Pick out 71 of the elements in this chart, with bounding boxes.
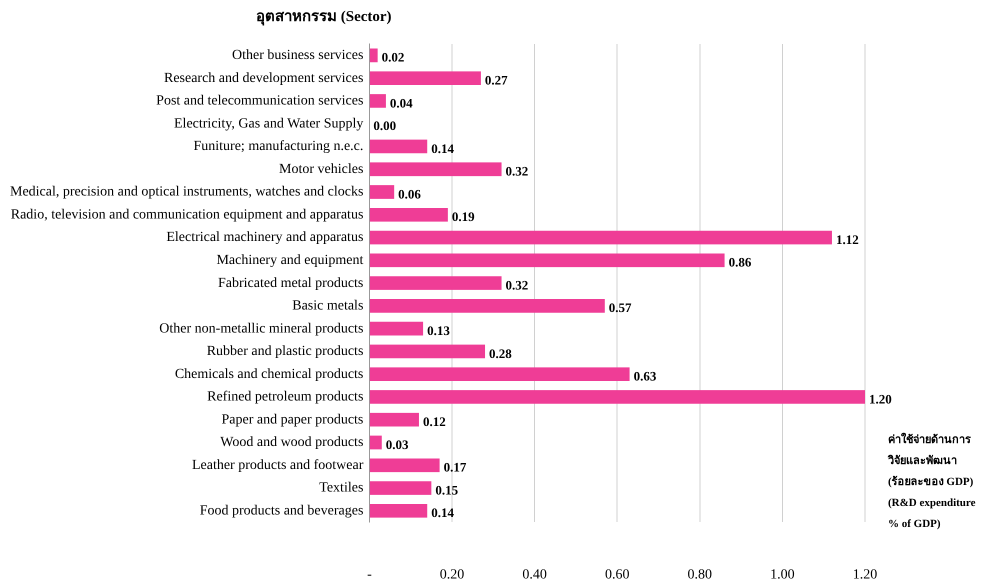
bar — [370, 276, 502, 290]
x-tick-label: 0.40 — [522, 567, 547, 582]
bar — [370, 162, 502, 176]
x-tick-label: 1.00 — [770, 567, 795, 582]
y-tick-label: Electrical machinery and apparatus — [166, 230, 364, 246]
y-tick-label: Rubber and plastic products — [206, 344, 364, 360]
y-tick-label: Funiture; manufacturing n.e.c. — [193, 139, 364, 154]
y-tick-label: Textiles — [319, 480, 364, 496]
bar — [370, 71, 481, 85]
bar — [370, 253, 725, 268]
y-tick-label: Machinery and equipment — [216, 253, 364, 268]
y-tick-label: Refined petroleum products — [207, 390, 364, 405]
x-tick-label: 0.20 — [440, 567, 464, 582]
bar — [370, 458, 440, 472]
x-tick-label: 1.20 — [852, 567, 878, 582]
data-label: 0.14 — [431, 505, 454, 520]
data-label: 0.19 — [452, 209, 476, 224]
data-label: 0.03 — [386, 436, 410, 452]
y-tick-label: Other business services — [232, 48, 364, 64]
y-tick-label: Leather products and footwear — [192, 458, 364, 473]
data-label: 0.00 — [373, 118, 396, 134]
x-tick-label: 0.60 — [604, 567, 630, 582]
data-label: 1.12 — [836, 232, 859, 247]
data-label: 0.14 — [431, 140, 454, 156]
bar — [370, 94, 386, 108]
data-label: 0.02 — [382, 50, 404, 65]
bar — [370, 140, 428, 154]
data-label: 0.12 — [422, 414, 446, 430]
y-tick-label: Paper and paper products — [221, 412, 364, 428]
data-label: 0.32 — [506, 164, 528, 179]
data-label: 0.27 — [484, 72, 508, 88]
y-tick-label: Radio, television and communication equipment and apparatus — [10, 207, 364, 222]
bar — [370, 481, 432, 495]
bar — [370, 230, 832, 244]
x-tick-label: - — [367, 567, 372, 582]
y-tick-label: Basic metals — [292, 298, 364, 314]
data-label: 0.13 — [427, 323, 450, 338]
data-label: 0.86 — [728, 254, 752, 270]
y-tick-label: Research and development services — [164, 70, 364, 86]
y-tick-label: Post and telecommunication services — [156, 94, 364, 109]
y-tick-label: Wood and wood products — [220, 435, 364, 450]
y-tick-label: Motor vehicles — [279, 162, 364, 177]
y-tick-label: Other non-metallic mineral products — [159, 321, 364, 336]
y-tick-label: Fabricated metal products — [218, 276, 364, 291]
data-label: 0.04 — [390, 95, 414, 110]
bar — [370, 412, 419, 427]
data-label: 0.32 — [506, 277, 528, 292]
data-label: 1.20 — [869, 391, 892, 406]
data-label: 0.17 — [444, 460, 467, 475]
y-tick-label: Chemicals and chemical products — [174, 366, 364, 382]
data-label: 0.15 — [435, 482, 459, 498]
data-label: 0.06 — [398, 186, 422, 202]
bar — [370, 436, 382, 450]
bar — [370, 344, 486, 358]
bar — [370, 185, 394, 199]
chart-title: อุตสาหกรรม (Sector) — [256, 8, 392, 28]
bar — [370, 48, 378, 62]
x-axis-title: ค่าใช้จ่ายด้านการวิจัยและพัฒนา (ร้อยละของ GDP) (R&D expenditure % of GDP) — [888, 432, 976, 532]
data-label: 0.57 — [608, 300, 632, 316]
bar — [370, 504, 428, 518]
bar — [370, 322, 424, 336]
y-tick-label: Electricity, Gas and Water Supply — [174, 116, 364, 132]
bar — [370, 367, 630, 382]
data-label: 0.28 — [489, 346, 512, 361]
bar — [370, 299, 605, 313]
y-tick-label: Medical, precision and optical instruments, watches and clocks — [10, 184, 364, 200]
data-label: 0.63 — [634, 368, 657, 384]
x-tick-label: 0.80 — [688, 567, 712, 582]
bar — [370, 208, 448, 222]
bar — [370, 390, 865, 404]
y-tick-label: Food products and beverages — [200, 503, 364, 518]
